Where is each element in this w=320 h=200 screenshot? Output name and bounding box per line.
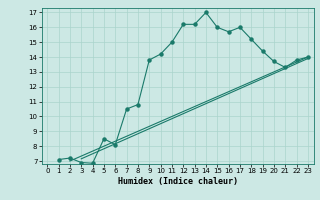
X-axis label: Humidex (Indice chaleur): Humidex (Indice chaleur) (118, 177, 237, 186)
